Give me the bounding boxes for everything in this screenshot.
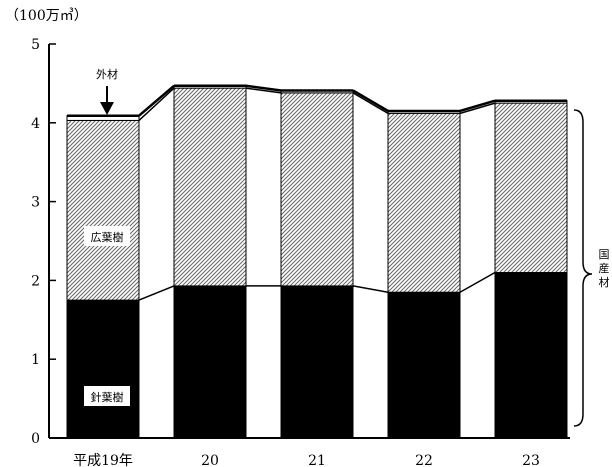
bar-segment-koyoju (173, 87, 247, 287)
domestic-label: 国産材 (599, 248, 610, 289)
y-tick-label: 4 (31, 116, 40, 132)
bar-segment-koyoju (387, 112, 461, 293)
bars (66, 84, 568, 439)
domestic-bracket (573, 109, 593, 427)
bar-segment-koyoju (280, 92, 354, 287)
connector-line (352, 285, 389, 293)
connector-line (138, 87, 175, 121)
stack-connectors (138, 84, 496, 301)
connector-line (352, 89, 389, 113)
x-tick-label: 23 (522, 453, 540, 467)
connector-line (352, 92, 389, 114)
connector-line (138, 84, 175, 117)
y-tick-label: 2 (31, 273, 40, 289)
bar-segment-koyoju (66, 119, 140, 301)
bar-segment-koyoju (494, 102, 568, 274)
bar-segment-shinyoju (280, 285, 354, 439)
arrow-icon (100, 86, 114, 115)
bar-segment-shinyoju (387, 291, 461, 439)
connector-line (459, 99, 496, 113)
x-tick-label: 20 (201, 453, 219, 467)
x-tick-label: 22 (415, 453, 433, 467)
connector-line (245, 87, 282, 94)
bar-segment-shinyoju (66, 299, 140, 439)
x-tick-label: 平成19年 (73, 453, 133, 467)
domestic-label-char: 国 (599, 248, 610, 261)
connector-line (245, 84, 282, 92)
y-tick-label: 1 (31, 352, 40, 368)
series-label-background (84, 386, 130, 406)
y-axis-unit: （100万㎥） (5, 8, 88, 24)
series-label-gaizai: 外材 (96, 67, 118, 81)
y-tick-label: 5 (31, 37, 40, 53)
domestic-label-char: 材 (599, 275, 610, 289)
y-axis-ticks: 0 1 2 3 4 5 (31, 37, 56, 447)
y-tick-label: 0 (31, 431, 40, 447)
series-label-background (84, 226, 130, 246)
x-axis-labels: 平成19年 20 21 22 23 (73, 453, 540, 467)
series-label-koyoju: 広葉樹 (91, 230, 124, 244)
connector-line (459, 102, 496, 115)
series-label-shinyoju: 針葉樹 (91, 390, 124, 404)
connector-line (138, 285, 175, 301)
y-tick-label: 3 (31, 195, 40, 211)
bar-segment-shinyoju (494, 272, 568, 439)
x-tick-label: 21 (308, 453, 326, 467)
bar-segment-shinyoju (173, 285, 247, 439)
domestic-label-char: 産 (599, 262, 610, 275)
connector-line (459, 271, 496, 293)
